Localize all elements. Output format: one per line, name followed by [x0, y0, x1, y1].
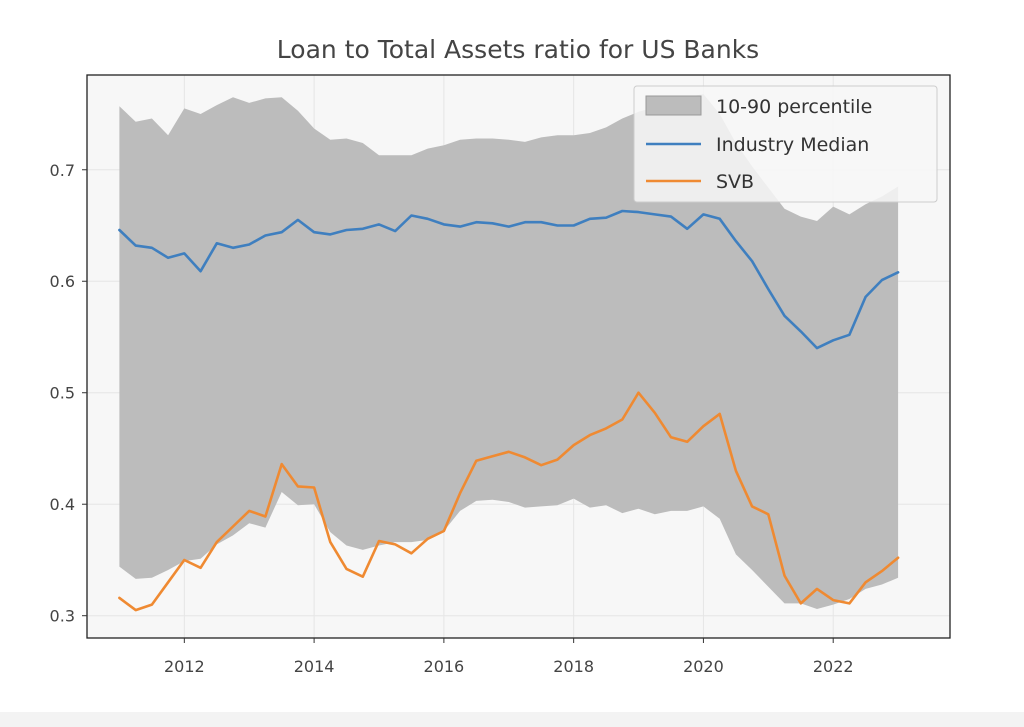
x-tick-label: 2022	[813, 657, 854, 676]
y-tick-label: 0.3	[50, 607, 75, 626]
chart-title: Loan to Total Assets ratio for US Banks	[277, 35, 759, 64]
percentile-band	[119, 94, 899, 609]
series-lines	[118, 209, 900, 612]
legend-swatch-band	[645, 95, 702, 116]
bottom-bar	[0, 712, 1024, 727]
y-tick-label: 0.7	[50, 161, 75, 180]
band-area-10-90-percentile	[119, 94, 899, 609]
x-tick-label: 2014	[294, 657, 335, 676]
series-line-svb	[118, 391, 900, 612]
x-tick-label: 2018	[553, 657, 594, 676]
series-line-industry-median	[118, 209, 900, 350]
y-tick-label: 0.6	[50, 272, 75, 291]
x-tick-label: 2016	[424, 657, 465, 676]
plot-frame	[86, 74, 951, 639]
axis-ticks: 0.3 0.4 0.5 0.6 0.7 2012 2014 2016 2018 2020 2022	[50, 161, 854, 676]
legend-label-band: 10-90 percentile	[716, 96, 872, 118]
legend-frame	[633, 85, 938, 203]
y-tick-label: 0.5	[50, 384, 75, 403]
legend: 10-90 percentile Industry Median SVB	[633, 85, 938, 203]
x-tick-label: 2012	[164, 657, 205, 676]
y-tick-label: 0.4	[50, 495, 75, 514]
legend-label-industry-median: Industry Median	[716, 134, 869, 156]
x-tick-label: 2020	[683, 657, 724, 676]
legend-label-svb: SVB	[716, 171, 754, 193]
